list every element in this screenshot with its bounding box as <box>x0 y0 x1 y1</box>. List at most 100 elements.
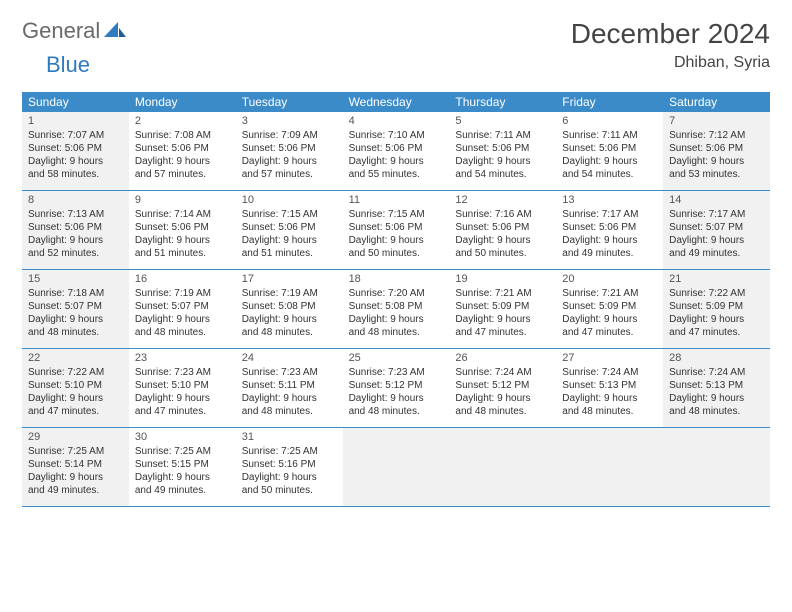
sunset-line: Sunset: 5:06 PM <box>455 221 550 234</box>
daylight-line: Daylight: 9 hours <box>349 392 444 405</box>
sunrise-line: Sunrise: 7:25 AM <box>242 445 337 458</box>
day-cell: 22Sunrise: 7:22 AMSunset: 5:10 PMDayligh… <box>22 349 129 427</box>
daylight-line: and 48 minutes. <box>135 326 230 339</box>
day-number: 31 <box>242 430 337 444</box>
sunset-line: Sunset: 5:06 PM <box>349 221 444 234</box>
day-number: 16 <box>135 272 230 286</box>
daylight-line: and 48 minutes. <box>562 405 657 418</box>
daylight-line: Daylight: 9 hours <box>562 234 657 247</box>
sunset-line: Sunset: 5:15 PM <box>135 458 230 471</box>
daylight-line: Daylight: 9 hours <box>349 234 444 247</box>
day-cell: 3Sunrise: 7:09 AMSunset: 5:06 PMDaylight… <box>236 112 343 190</box>
daylight-line: Daylight: 9 hours <box>28 392 123 405</box>
daylight-line: and 50 minutes. <box>242 484 337 497</box>
week-row: 29 Sunrise: 7:25 AM Sunset: 5:14 PM Dayligh… <box>22 428 770 507</box>
sunset-line: Sunset: 5:08 PM <box>242 300 337 313</box>
day-number: 26 <box>455 351 550 365</box>
daylight-line: and 51 minutes. <box>135 247 230 260</box>
sunrise-line: Sunrise: 7:11 AM <box>562 129 657 142</box>
daylight-line: and 50 minutes. <box>455 247 550 260</box>
sunset-line: Sunset: 5:12 PM <box>349 379 444 392</box>
daylight-line: Daylight: 9 hours <box>455 234 550 247</box>
week-row: 22Sunrise: 7:22 AMSunset: 5:10 PMDayligh… <box>22 349 770 428</box>
day-number: 13 <box>562 193 657 207</box>
day-cell: 20Sunrise: 7:21 AMSunset: 5:09 PMDayligh… <box>556 270 663 348</box>
sunset-line: Sunset: 5:11 PM <box>242 379 337 392</box>
daylight-line: Daylight: 9 hours <box>28 234 123 247</box>
daylight-line: and 51 minutes. <box>242 247 337 260</box>
sunset-line: Sunset: 5:10 PM <box>135 379 230 392</box>
day-number: 14 <box>669 193 764 207</box>
dow-cell: Monday <box>129 92 236 112</box>
daylight-line: and 57 minutes. <box>242 168 337 181</box>
daylight-line: Daylight: 9 hours <box>669 155 764 168</box>
sunset-line: Sunset: 5:16 PM <box>242 458 337 471</box>
week-row: 8Sunrise: 7:13 AMSunset: 5:06 PMDaylight… <box>22 191 770 270</box>
day-cell: 19Sunrise: 7:21 AMSunset: 5:09 PMDayligh… <box>449 270 556 348</box>
day-cell: 21Sunrise: 7:22 AMSunset: 5:09 PMDayligh… <box>663 270 770 348</box>
day-cell: 9Sunrise: 7:14 AMSunset: 5:06 PMDaylight… <box>129 191 236 269</box>
day-cell: 24Sunrise: 7:23 AMSunset: 5:11 PMDayligh… <box>236 349 343 427</box>
day-cell: 4Sunrise: 7:10 AMSunset: 5:06 PMDaylight… <box>343 112 450 190</box>
daylight-line: Daylight: 9 hours <box>349 155 444 168</box>
day-number: 10 <box>242 193 337 207</box>
sunrise-line: Sunrise: 7:11 AM <box>455 129 550 142</box>
sunrise-line: Sunrise: 7:24 AM <box>562 366 657 379</box>
daylight-line: and 53 minutes. <box>669 168 764 181</box>
day-cell: 7Sunrise: 7:12 AMSunset: 5:06 PMDaylight… <box>663 112 770 190</box>
daylight-line: Daylight: 9 hours <box>455 392 550 405</box>
day-number: 29 <box>28 430 123 444</box>
day-number: 23 <box>135 351 230 365</box>
day-number: 1 <box>28 114 123 128</box>
sunrise-line: Sunrise: 7:15 AM <box>349 208 444 221</box>
daylight-line: Daylight: 9 hours <box>455 313 550 326</box>
day-number: 11 <box>349 193 444 207</box>
sunrise-line: Sunrise: 7:16 AM <box>455 208 550 221</box>
daylight-line: and 54 minutes. <box>562 168 657 181</box>
sunrise-line: Sunrise: 7:23 AM <box>349 366 444 379</box>
sunset-line: Sunset: 5:07 PM <box>669 221 764 234</box>
sunrise-line: Sunrise: 7:21 AM <box>562 287 657 300</box>
day-cell: 18Sunrise: 7:20 AMSunset: 5:08 PMDayligh… <box>343 270 450 348</box>
day-number: 22 <box>28 351 123 365</box>
day-cell: 28Sunrise: 7:24 AMSunset: 5:13 PMDayligh… <box>663 349 770 427</box>
dow-cell: Tuesday <box>236 92 343 112</box>
sunrise-line: Sunrise: 7:15 AM <box>242 208 337 221</box>
daylight-line: and 57 minutes. <box>135 168 230 181</box>
sunset-line: Sunset: 5:07 PM <box>28 300 123 313</box>
daylight-line: and 47 minutes. <box>28 405 123 418</box>
daylight-line: Daylight: 9 hours <box>669 313 764 326</box>
sunrise-line: Sunrise: 7:21 AM <box>455 287 550 300</box>
daylight-line: Daylight: 9 hours <box>135 471 230 484</box>
day-number: 4 <box>349 114 444 128</box>
daylight-line: Daylight: 9 hours <box>135 392 230 405</box>
day-number: 20 <box>562 272 657 286</box>
daylight-line: and 52 minutes. <box>28 247 123 260</box>
day-cell: 6Sunrise: 7:11 AMSunset: 5:06 PMDaylight… <box>556 112 663 190</box>
day-number: 7 <box>669 114 764 128</box>
empty-cell <box>663 428 770 506</box>
sunrise-line: Sunrise: 7:18 AM <box>28 287 123 300</box>
sunset-line: Sunset: 5:09 PM <box>455 300 550 313</box>
daylight-line: and 47 minutes. <box>455 326 550 339</box>
sunset-line: Sunset: 5:09 PM <box>562 300 657 313</box>
week-row: 15Sunrise: 7:18 AMSunset: 5:07 PMDayligh… <box>22 270 770 349</box>
day-cell: 14Sunrise: 7:17 AMSunset: 5:07 PMDayligh… <box>663 191 770 269</box>
sunset-line: Sunset: 5:14 PM <box>28 458 123 471</box>
sunrise-line: Sunrise: 7:23 AM <box>135 366 230 379</box>
day-cell: 16Sunrise: 7:19 AMSunset: 5:07 PMDayligh… <box>129 270 236 348</box>
sunrise-line: Sunrise: 7:24 AM <box>455 366 550 379</box>
day-number: 3 <box>242 114 337 128</box>
day-number: 30 <box>135 430 230 444</box>
daylight-line: and 54 minutes. <box>455 168 550 181</box>
day-cell: 26Sunrise: 7:24 AMSunset: 5:12 PMDayligh… <box>449 349 556 427</box>
sunrise-line: Sunrise: 7:22 AM <box>669 287 764 300</box>
day-number: 18 <box>349 272 444 286</box>
daylight-line: Daylight: 9 hours <box>28 313 123 326</box>
location: Dhiban, Syria <box>571 54 770 72</box>
day-cell: 31Sunrise: 7:25 AMSunset: 5:16 PMDayligh… <box>236 428 343 506</box>
empty-cell <box>556 428 663 506</box>
sunrise-line: Sunrise: 7:12 AM <box>669 129 764 142</box>
sunrise-line: Sunrise: 7:25 AM <box>135 445 230 458</box>
sunrise-line: Sunrise: 7:13 AM <box>28 208 123 221</box>
